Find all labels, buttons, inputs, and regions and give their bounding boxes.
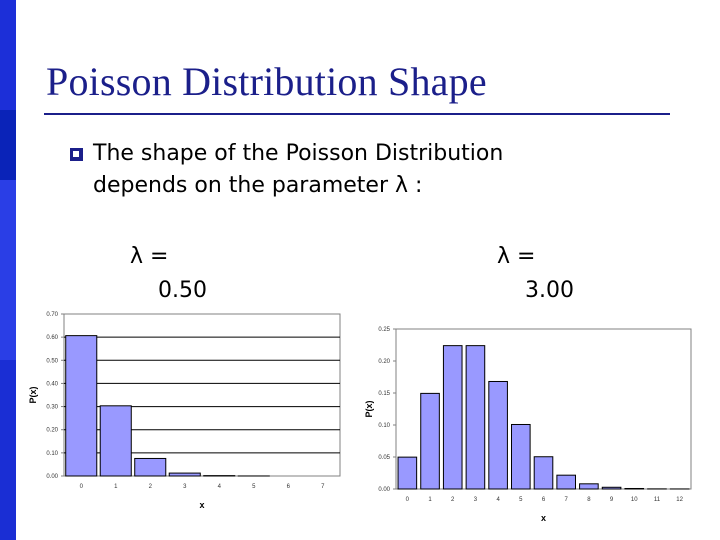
x-tick-label: 4 — [496, 497, 500, 503]
lambda-symbol: λ = — [497, 244, 536, 269]
x-tick-label: 2 — [149, 484, 153, 490]
x-tick-label: 12 — [676, 497, 683, 503]
sidebar-decoration — [0, 0, 16, 540]
bullet-line-2: depends on the parameter λ : — [93, 173, 423, 198]
x-axis-label: x — [199, 500, 204, 510]
x-tick-label: 7 — [565, 497, 569, 503]
bar — [488, 380, 508, 490]
x-tick-label: 0 — [406, 497, 410, 503]
y-tick-label: 0.30 — [46, 405, 58, 411]
sidebar-segment — [0, 110, 16, 180]
lambda-symbol: λ = — [130, 244, 169, 269]
poisson-chart-lambda-050: 0.00 0.10 0.20 0.30 0.40 0.50 0.60 0.70 0 1 2 3 4 5 6 7… — [22, 300, 344, 518]
bar — [442, 345, 463, 490]
x-tick-label: 2 — [451, 497, 455, 503]
y-tick-label: 0.05 — [378, 455, 390, 461]
x-tick-label: 1 — [428, 497, 432, 503]
x-tick-label: 10 — [631, 497, 638, 503]
bar — [99, 405, 132, 477]
x-axis-label: x — [541, 513, 546, 523]
bar — [579, 483, 599, 490]
y-tick-label: 0.50 — [46, 358, 58, 364]
lambda-value: 3.00 — [525, 278, 574, 303]
y-tick-label: 0.15 — [378, 391, 390, 397]
y-axis-label: P(x) — [28, 386, 38, 403]
bar — [134, 457, 167, 477]
x-tick-label: 6 — [287, 484, 291, 490]
y-axis-label: P(x) — [364, 400, 374, 417]
y-tick-label: 0.20 — [46, 428, 58, 434]
bar — [465, 345, 486, 490]
bar — [65, 335, 98, 477]
lambda-value: 0.50 — [158, 278, 207, 303]
title-underline — [44, 113, 670, 115]
x-tick-label: 7 — [321, 484, 325, 490]
bar — [556, 474, 576, 490]
x-tick-label: 6 — [542, 497, 546, 503]
chart-svg: 0.000.050.100.150.200.250 1 2 3 4 5 6 7 8 9 10 11 12… — [364, 327, 692, 523]
x-tick-label: 3 — [183, 484, 187, 490]
x-tick-label: 0 — [80, 484, 84, 490]
y-tick-label: 0.10 — [378, 423, 390, 429]
lambda-label-left: λ = 0.50 — [130, 240, 207, 308]
y-tick-label: 0.00 — [46, 474, 58, 480]
x-tick-label: 4 — [218, 484, 222, 490]
x-tick-label: 5 — [252, 484, 256, 490]
lambda-label-right: λ = 3.00 — [497, 240, 574, 308]
y-tick-label: 0.70 — [46, 312, 58, 318]
poisson-chart-lambda-300: 0.00 0.05 0.10 0.15 0.20 0.25 0 1 2 3 4 5 6 7 8 9 10 11 12… — [350, 318, 695, 530]
x-tick-label: 9 — [610, 497, 614, 503]
bar — [624, 487, 645, 490]
chart-svg: 0.00 0.10 0.20 0.30 0.40 0.50 0.60 0.70 0 1 2 3 4 5 6 7… — [28, 312, 341, 510]
sidebar-segment — [0, 180, 16, 360]
bar — [533, 456, 554, 490]
y-tick-label: 0.00 — [378, 487, 390, 493]
bar — [601, 486, 622, 490]
bar — [420, 392, 440, 490]
bar — [397, 456, 418, 490]
y-tick-label: 0.25 — [378, 327, 390, 333]
bullet-text: The shape of the Poisson Distribution de… — [93, 138, 683, 202]
sidebar-segment — [0, 360, 16, 540]
bullet-line-1: The shape of the Poisson Distribution — [93, 141, 504, 166]
sidebar-segment — [0, 0, 16, 110]
x-tick-label: 8 — [587, 497, 591, 503]
y-tick-label: 0.60 — [46, 335, 58, 341]
x-tick-label: 3 — [474, 497, 478, 503]
y-tick-label: 0.20 — [378, 359, 390, 365]
x-tick-label: 5 — [519, 497, 523, 503]
slide-title: Poisson Distribution Shape — [46, 59, 487, 104]
y-tick-label: 0.40 — [46, 381, 58, 387]
bullet-square-icon — [70, 148, 83, 161]
bar — [168, 472, 201, 477]
x-tick-label: 11 — [654, 497, 661, 503]
x-tick-label: 1 — [114, 484, 118, 490]
y-tick-label: 0.10 — [46, 451, 58, 457]
bar — [511, 423, 531, 490]
